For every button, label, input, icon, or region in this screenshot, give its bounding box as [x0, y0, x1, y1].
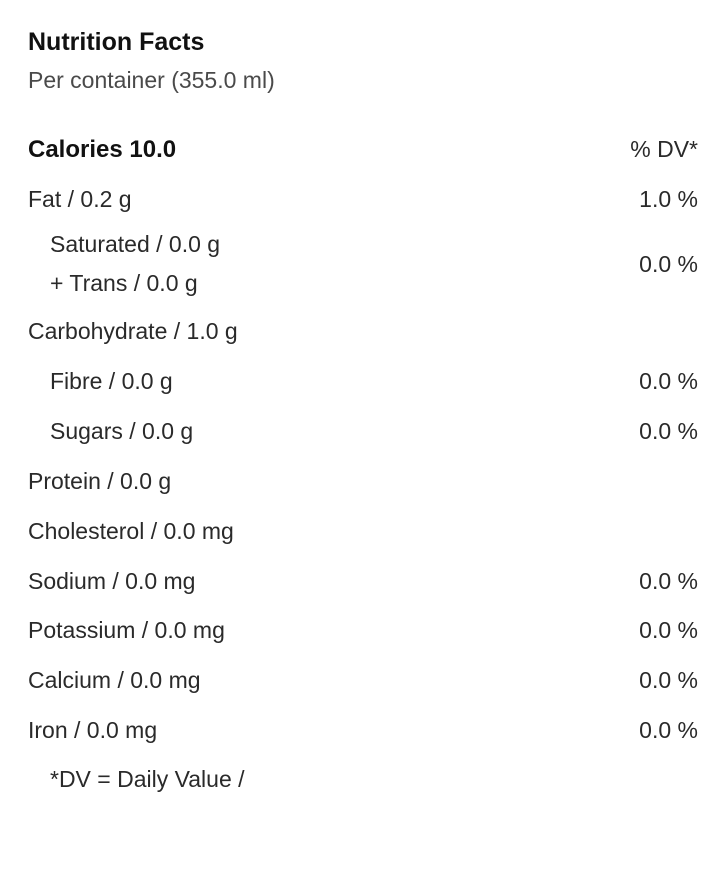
potassium-dv: 0.0 % [639, 616, 698, 646]
fat-label: Fat / 0.2 g [28, 185, 132, 215]
protein-label: Protein / 0.0 g [28, 467, 171, 497]
fat-dv: 1.0 % [639, 185, 698, 215]
fibre-dv: 0.0 % [639, 367, 698, 397]
protein-row: Protein / 0.0 g [28, 457, 698, 507]
iron-label: Iron / 0.0 mg [28, 716, 157, 746]
saturated-trans-row: Saturated / 0.0 g + Trans / 0.0 g 0.0 % [28, 225, 698, 307]
sugars-dv: 0.0 % [639, 417, 698, 447]
potassium-row: Potassium / 0.0 mg 0.0 % [28, 606, 698, 656]
sugars-row: Sugars / 0.0 g 0.0 % [28, 407, 698, 457]
sugars-label: Sugars / 0.0 g [28, 417, 193, 447]
carbohydrate-label: Carbohydrate / 1.0 g [28, 317, 238, 347]
cholesterol-row: Cholesterol / 0.0 mg [28, 507, 698, 557]
carbohydrate-row: Carbohydrate / 1.0 g [28, 307, 698, 357]
fibre-label: Fibre / 0.0 g [28, 367, 173, 397]
potassium-label: Potassium / 0.0 mg [28, 616, 225, 646]
cholesterol-label: Cholesterol / 0.0 mg [28, 517, 234, 547]
sodium-dv: 0.0 % [639, 567, 698, 597]
calories-label: Calories 10.0 [28, 134, 176, 165]
iron-dv: 0.0 % [639, 716, 698, 746]
sodium-label: Sodium / 0.0 mg [28, 567, 195, 597]
fat-row: Fat / 0.2 g 1.0 % [28, 175, 698, 225]
trans-label: + Trans / 0.0 g [50, 270, 220, 297]
saturated-trans-dv: 0.0 % [639, 251, 698, 278]
nutrition-facts-title: Nutrition Facts [28, 28, 698, 57]
dv-header: % DV* [630, 135, 698, 165]
calcium-label: Calcium / 0.0 mg [28, 666, 201, 696]
calcium-row: Calcium / 0.0 mg 0.0 % [28, 656, 698, 706]
calcium-dv: 0.0 % [639, 666, 698, 696]
calories-row: Calories 10.0 % DV* [28, 124, 698, 175]
fibre-row: Fibre / 0.0 g 0.0 % [28, 357, 698, 407]
sodium-row: Sodium / 0.0 mg 0.0 % [28, 557, 698, 607]
saturated-label: Saturated / 0.0 g [50, 231, 220, 258]
serving-size: Per container (355.0 ml) [28, 67, 698, 94]
iron-row: Iron / 0.0 mg 0.0 % [28, 706, 698, 756]
dv-footnote: *DV = Daily Value / [28, 756, 698, 793]
